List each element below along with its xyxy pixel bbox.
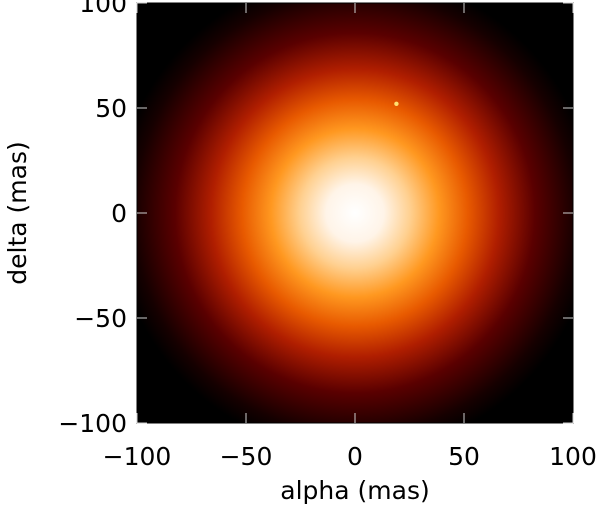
point-source-marker [394,101,399,107]
x-tick-label: −100 [103,442,172,471]
y-tick-label: 100 [79,0,127,18]
plot-area [136,2,574,424]
y-tick-label: −50 [74,304,127,333]
x-tick-label: −50 [220,442,273,471]
x-tick-label: 100 [549,442,597,471]
y-axis: −100 −50 0 50 100 [58,0,573,438]
x-axis-label: alpha (mas) [280,476,429,505]
brightness-map [137,3,573,423]
x-tick-label: 50 [448,442,480,471]
x-axis: −100 −50 0 50 100 [103,3,597,471]
y-axis-label: delta (mas) [3,141,32,284]
y-tick-label: 50 [95,94,127,123]
x-tick-label: 0 [347,442,363,471]
y-tick-label: 0 [111,199,127,228]
y-tick-label: −100 [58,409,127,438]
